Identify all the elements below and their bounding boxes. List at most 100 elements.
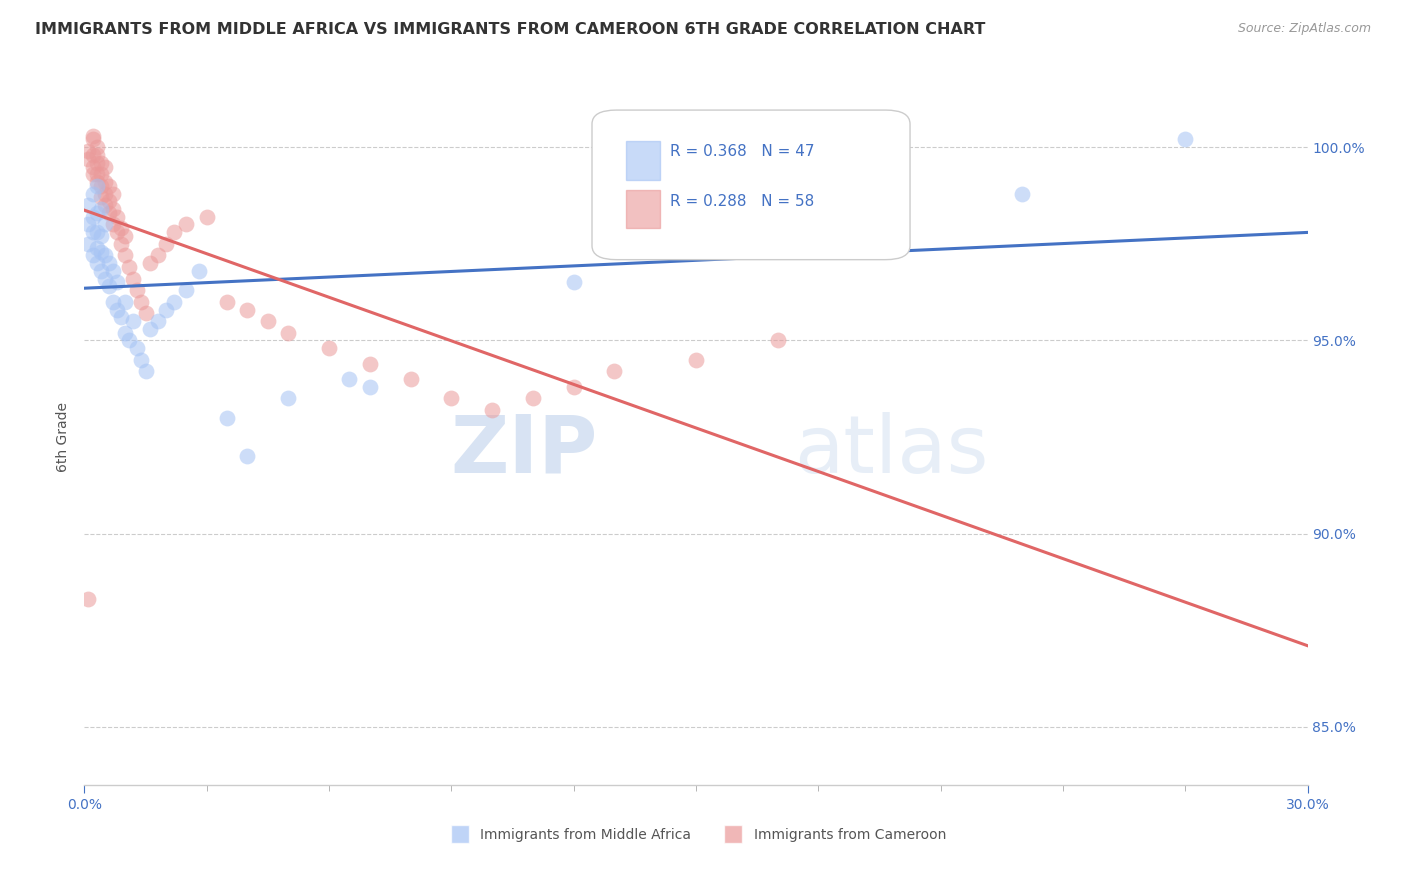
Point <box>236 302 259 317</box>
Point <box>236 450 259 464</box>
Point <box>101 218 124 232</box>
Point <box>135 306 157 320</box>
Point <box>77 198 100 212</box>
Point <box>114 326 136 340</box>
Point <box>97 279 120 293</box>
Point <box>105 302 128 317</box>
Point <box>146 248 169 262</box>
Point <box>127 341 149 355</box>
Point <box>359 380 381 394</box>
Point <box>105 276 128 290</box>
Point <box>82 248 104 262</box>
Text: Source: ZipAtlas.com: Source: ZipAtlas.com <box>1237 22 1371 36</box>
Point <box>93 271 115 285</box>
FancyBboxPatch shape <box>592 110 910 260</box>
Point <box>155 236 177 251</box>
Point <box>77 236 100 251</box>
Text: atlas: atlas <box>794 412 988 490</box>
Point <box>77 592 100 607</box>
Point <box>86 140 108 154</box>
Point <box>603 364 626 378</box>
Point <box>187 264 209 278</box>
Point <box>93 175 115 189</box>
Point <box>163 294 186 309</box>
Point <box>86 225 108 239</box>
Point <box>195 210 218 224</box>
Point <box>93 218 115 232</box>
Point <box>174 218 197 232</box>
Point <box>118 260 141 274</box>
Point <box>90 202 112 216</box>
Point <box>93 160 115 174</box>
Point <box>86 178 108 193</box>
Point <box>82 132 104 146</box>
Point <box>93 186 115 201</box>
Point <box>82 148 104 162</box>
Point <box>97 194 120 209</box>
Point <box>77 218 100 232</box>
Point <box>90 229 112 244</box>
Point <box>562 276 585 290</box>
Point <box>86 241 108 255</box>
Point <box>122 314 145 328</box>
Point <box>97 206 120 220</box>
Point <box>257 314 280 328</box>
Bar <box>626 190 661 228</box>
Point <box>217 294 239 309</box>
Point <box>118 334 141 348</box>
Point <box>110 236 132 251</box>
Point <box>101 294 124 309</box>
Point <box>562 380 585 394</box>
Point <box>90 178 112 193</box>
Point <box>82 210 104 224</box>
Text: ZIP: ZIP <box>451 412 598 490</box>
Point <box>90 190 112 204</box>
Point <box>766 334 789 348</box>
Point <box>82 128 104 143</box>
Point <box>277 326 299 340</box>
Y-axis label: 6th Grade: 6th Grade <box>56 402 70 472</box>
Point <box>93 198 115 212</box>
Point <box>277 392 299 406</box>
Point <box>86 256 108 270</box>
Point <box>110 310 132 325</box>
Point <box>163 225 186 239</box>
Point <box>359 357 381 371</box>
Point <box>82 225 104 239</box>
Point <box>318 341 340 355</box>
Point <box>481 403 503 417</box>
Point <box>440 392 463 406</box>
Point <box>90 167 112 181</box>
Point <box>86 206 108 220</box>
Bar <box>626 141 661 179</box>
Point <box>339 372 361 386</box>
Point <box>114 294 136 309</box>
Text: R = 0.288   N = 58: R = 0.288 N = 58 <box>671 194 814 210</box>
Point <box>86 148 108 162</box>
Point <box>105 225 128 239</box>
Text: IMMIGRANTS FROM MIDDLE AFRICA VS IMMIGRANTS FROM CAMEROON 6TH GRADE CORRELATION : IMMIGRANTS FROM MIDDLE AFRICA VS IMMIGRA… <box>35 22 986 37</box>
Point <box>138 256 160 270</box>
Point <box>82 186 104 201</box>
Point <box>77 152 100 166</box>
Point <box>127 283 149 297</box>
Point <box>97 256 120 270</box>
Text: R = 0.368   N = 47: R = 0.368 N = 47 <box>671 145 815 160</box>
Point <box>97 178 120 193</box>
Point <box>522 392 544 406</box>
Point <box>135 364 157 378</box>
Point <box>101 264 124 278</box>
Point <box>110 221 132 235</box>
Point <box>93 248 115 262</box>
Point <box>90 155 112 169</box>
Point <box>122 271 145 285</box>
Point <box>114 248 136 262</box>
Point <box>131 294 153 309</box>
Point <box>90 264 112 278</box>
Point <box>86 155 108 169</box>
Point <box>217 410 239 425</box>
Point <box>131 352 153 367</box>
Point <box>86 175 108 189</box>
Point <box>82 160 104 174</box>
Point <box>86 167 108 181</box>
